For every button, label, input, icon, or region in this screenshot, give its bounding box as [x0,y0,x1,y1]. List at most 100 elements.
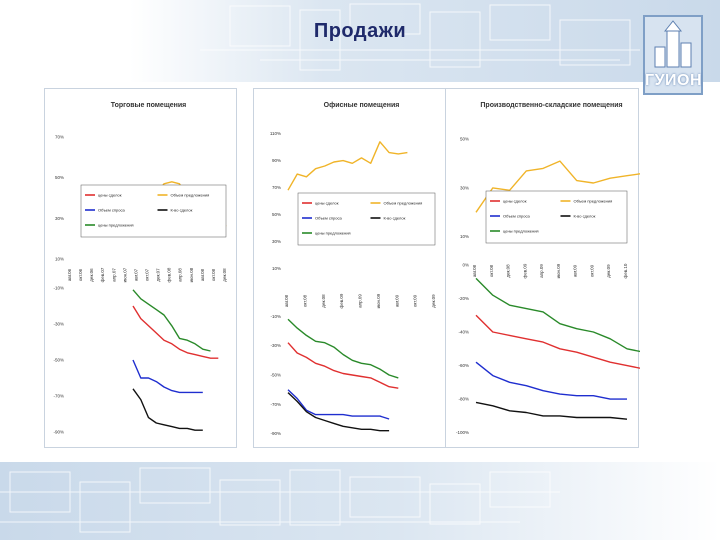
x-tick-label: дек.07 [156,268,161,282]
header-background [0,0,720,82]
x-tick-label: окт.06 [78,268,83,281]
y-tick-label: -70% [53,394,64,399]
x-tick-label: дек.08 [506,264,511,278]
y-tick-label: 50% [272,212,281,217]
y-tick-label: 70% [55,135,64,140]
legend-label: К-во сделок [171,208,193,213]
legend-box [485,190,628,244]
chart-retail: Торговые помещения 70% 50% 30% 10% -10% -30% -5… [53,102,227,435]
x-tick-label: окт.07 [145,268,150,281]
legend-label: Объем спроса [98,208,125,213]
y-tick-label: 50% [460,137,469,142]
y-tick-label: 90% [272,158,281,163]
y-tick-label: 50% [55,175,64,180]
series-line-supply_price [132,289,211,352]
x-tick-label: авг.09 [394,294,399,307]
legend-box [80,184,227,238]
y-tick-label: -50% [53,358,64,363]
x-tick-label: апр.09 [539,264,544,278]
legend-label: цены сделок [98,193,122,198]
y-tick-label: -90% [270,431,281,436]
x-tick-label: дек.08 [222,268,227,282]
logo-text: ГУИОН [645,72,703,89]
x-tick-label: июн.09 [376,293,381,308]
legend-box [297,192,436,246]
series-line-deals_count [132,388,203,431]
series-line-supply_price [475,277,640,353]
legend-label: цены предложения [315,231,351,236]
footer-background [0,462,720,540]
y-tick-label: -60% [458,363,469,368]
x-tick-label: дек.06 [89,268,94,282]
legend-label: Объем предложения [384,201,423,206]
floor-plan-pattern-bottom [0,467,560,533]
y-tick-label: -90% [53,430,64,435]
legend-label: Объем предложения [574,199,613,204]
chart-panel-office: Офисные помещения 110% 90% 70% 50% 30% 10% -10%… [253,88,446,448]
chart-panel-retail: Торговые помещения 70% 50% 30% 10% -10% -30% -5… [44,88,237,448]
x-tick-label: апр.09 [358,294,363,308]
chart-title: Производственно-складские помещения [480,102,622,109]
x-tick-label: июн.09 [556,263,561,278]
y-tick-label: 10% [460,234,469,239]
x-tick-label: дек.09 [431,294,436,308]
x-tick-label: фев.10 [623,263,628,278]
x-tick-label: авг.06 [67,268,72,281]
y-tick-label: 110% [270,131,281,136]
series-line-supply_volume [287,141,408,191]
series-line-supply_volume [475,160,640,213]
series-line-price_deals [475,314,640,369]
y-tick-label: -100% [456,430,469,435]
x-tick-label: окт.09 [413,294,418,307]
legend-label: Объем спроса [503,214,530,219]
legend-label: цены предложения [503,229,539,234]
y-tick-label: -30% [53,322,64,327]
x-tick-label: авг.07 [133,268,138,281]
x-tick-label: апр.08 [178,268,183,282]
x-tick-label: июн.07 [122,267,127,282]
series-line-price_deals [132,305,219,359]
legend-label: цены предложения [98,223,134,228]
chart-office: Офисные помещения 110% 90% 70% 50% 30% 10% -10%… [270,102,436,436]
building-icon [654,20,692,68]
legend-label: К-во сделок [574,214,596,219]
company-logo: ГУИОН [643,15,703,95]
y-tick-label: -20% [458,296,469,301]
y-tick-label: -10% [270,314,281,319]
page-title: Продажи [313,20,407,42]
x-tick-label: авг.08 [472,264,477,277]
series-line-demand_volume [132,359,203,394]
y-tick-label: -40% [458,330,469,335]
series-line-demand_volume [475,361,627,400]
series-line-deals_count [475,401,628,420]
legend-label: К-во сделок [384,216,406,221]
series-line-demand_volume [287,389,390,420]
x-tick-label: фев.09 [339,293,344,308]
x-tick-label: фев.08 [167,267,172,282]
x-tick-label: окт.09 [589,264,594,277]
y-tick-label: 70% [272,185,281,190]
x-tick-label: июн.08 [189,267,194,282]
legend-label: цены сделок [315,201,339,206]
x-tick-label: авг.08 [284,294,289,307]
chart-title: Торговые помещения [111,102,187,109]
chart-panel-industrial: Производственно-складские помещения 50% 30… [445,88,640,448]
y-tick-label: -80% [458,397,469,402]
series-line-deals_count [287,392,390,432]
y-tick-label: 10% [272,266,281,271]
x-tick-label: дек.09 [606,264,611,278]
x-tick-label: фев.07 [100,267,105,282]
chart-title: Офисные помещения [324,102,400,109]
series-line-price_deals [287,342,399,389]
x-tick-label: фев.09 [522,263,527,278]
y-tick-label: 0% [462,263,469,268]
legend-label: цены сделок [503,199,527,204]
x-tick-label: окт.08 [489,264,494,277]
y-tick-label: -10% [53,286,64,291]
y-tick-label: 30% [55,216,64,221]
x-tick-label: авг.09 [573,264,578,277]
y-tick-label: 30% [460,185,469,190]
x-tick-label: авг.08 [200,268,205,281]
x-tick-label: апр.07 [111,268,116,282]
legend-label: Объем предложения [171,193,210,198]
